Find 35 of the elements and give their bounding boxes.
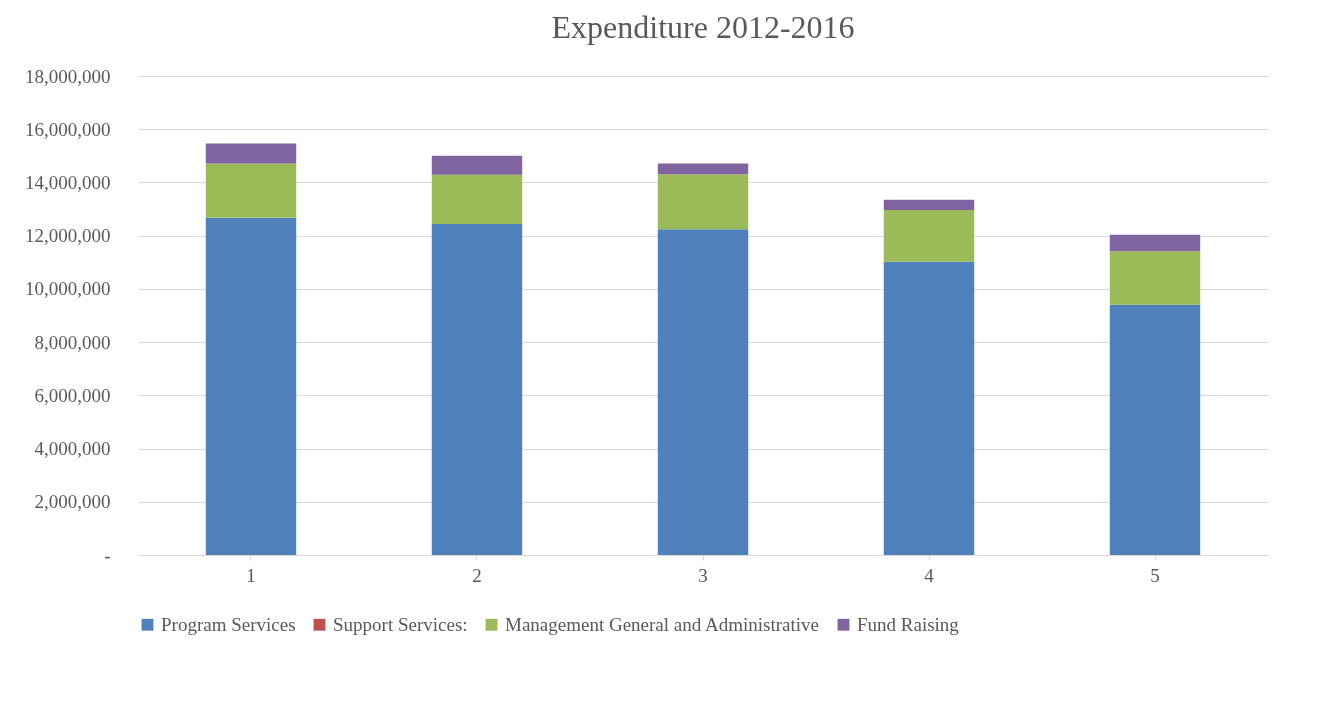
y-tick-label: 18,000,000 bbox=[25, 65, 111, 87]
x-tick-label: 2 bbox=[472, 564, 482, 586]
bar bbox=[205, 217, 297, 555]
bar bbox=[657, 229, 749, 555]
bar bbox=[431, 223, 523, 555]
y-tick-label: 12,000,000 bbox=[25, 225, 111, 247]
y-tick-label: 14,000,000 bbox=[25, 171, 111, 193]
bar bbox=[431, 155, 523, 175]
legend-label: Program Services bbox=[161, 613, 296, 635]
x-tick-label: 1 bbox=[246, 564, 256, 586]
x-tick-label: 5 bbox=[1150, 564, 1160, 586]
y-tick-label: 16,000,000 bbox=[25, 118, 111, 140]
chart-title: Expenditure 2012-2016 bbox=[551, 9, 855, 45]
bar bbox=[1109, 251, 1201, 305]
y-tick-label: 6,000,000 bbox=[34, 384, 111, 406]
bar bbox=[883, 199, 975, 211]
x-tick-label: 3 bbox=[698, 564, 708, 586]
x-tick-label: 4 bbox=[924, 564, 935, 586]
y-tick-label: - bbox=[104, 544, 111, 566]
y-tick-label: 2,000,000 bbox=[34, 491, 111, 513]
legend-label: Fund Raising bbox=[857, 613, 960, 635]
legend-label: Management General and Administrative bbox=[505, 613, 819, 635]
bar bbox=[657, 174, 749, 230]
bar bbox=[883, 210, 975, 262]
bar bbox=[1109, 234, 1201, 252]
y-tick-label: 10,000,000 bbox=[25, 278, 111, 300]
bar bbox=[657, 163, 749, 175]
bar bbox=[883, 261, 975, 555]
bar bbox=[1109, 304, 1201, 555]
bar bbox=[205, 143, 297, 164]
bar bbox=[431, 174, 523, 224]
y-tick-label: 4,000,000 bbox=[34, 438, 111, 460]
legend-label: Support Services: bbox=[333, 613, 468, 635]
y-tick-label: 8,000,000 bbox=[34, 331, 111, 353]
bar bbox=[205, 163, 297, 218]
